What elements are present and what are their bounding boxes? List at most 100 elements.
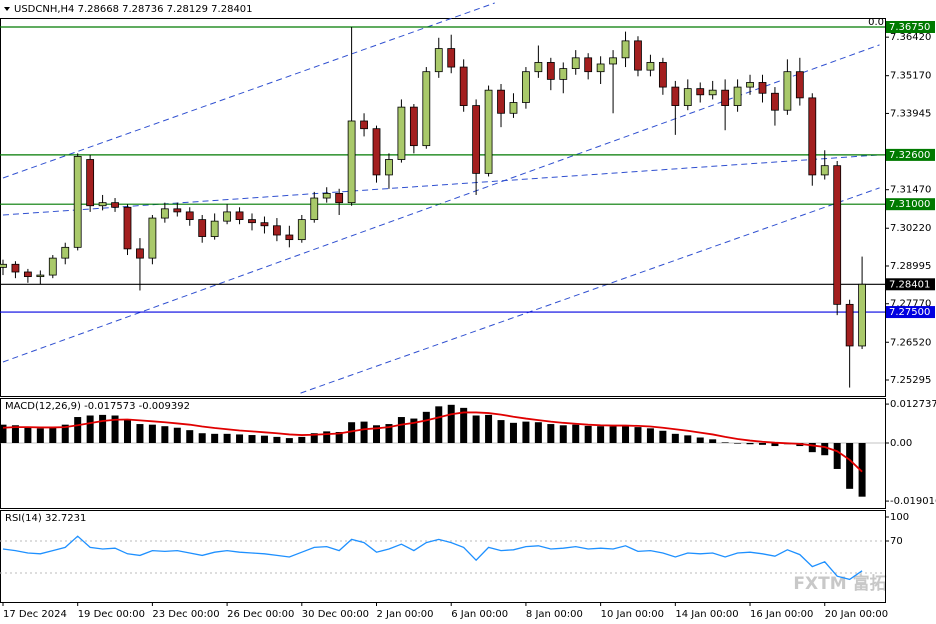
candle-body (534, 62, 543, 73)
macd-bar (447, 404, 455, 443)
macd-bar (808, 442, 816, 453)
macd-bar (74, 417, 82, 443)
candle-body (160, 208, 169, 219)
annotation: 0.0 (868, 17, 884, 28)
macd-bar (236, 434, 244, 443)
candle-body (11, 263, 20, 273)
candle-body (310, 197, 319, 221)
candle-body (646, 62, 655, 71)
candle-body (210, 220, 219, 237)
candle-body (260, 222, 269, 227)
macd-bar (547, 424, 555, 443)
candle-body (820, 165, 829, 176)
candle-body (571, 57, 580, 70)
level-label: 7.36750 (889, 22, 930, 33)
y-tick-label: 7.27770 (890, 299, 931, 310)
candle-body (522, 71, 530, 103)
x-tick-label: 8 Jan 00:00 (526, 609, 583, 620)
macd-bar (771, 442, 779, 447)
macd-bar (397, 417, 405, 443)
candle-body (409, 106, 418, 147)
candle-body (61, 246, 70, 259)
y-tick-label: 7.25295 (890, 375, 931, 386)
level-label: 7.28401 (889, 279, 930, 290)
x-tick-label: 2 Jan 00:00 (377, 609, 434, 620)
candle-body (273, 225, 281, 236)
candle-body (484, 89, 493, 174)
candle-body (708, 89, 717, 96)
macd-bar (833, 442, 841, 469)
candle-body (584, 57, 593, 73)
x-tick-label: 20 Jan 00:00 (825, 609, 888, 620)
candle-body (733, 86, 742, 106)
candle-body (746, 82, 754, 88)
x-tick-label: 17 Dec 2024 (3, 609, 67, 620)
macd-bar (260, 435, 268, 443)
candle-body (347, 120, 356, 204)
macd-bar (435, 406, 443, 443)
macd-bar (709, 439, 717, 443)
level-label: 7.27500 (889, 307, 930, 318)
macd-bar (422, 411, 430, 443)
watermark: FXTM 富拓 (793, 573, 886, 594)
candle-body (23, 271, 32, 278)
level-label-box (886, 306, 935, 319)
macd-bar (696, 437, 704, 443)
candle-body (372, 128, 381, 176)
candle-body (136, 248, 144, 259)
macd-bar (684, 435, 692, 443)
level-label-box (886, 20, 935, 33)
level-label-box (886, 278, 935, 291)
macd-bar (597, 426, 605, 443)
candle-body (360, 120, 368, 130)
candle-body (48, 257, 57, 276)
candle-body (771, 92, 779, 111)
x-tick-label: 26 Dec 00:00 (227, 609, 294, 620)
chart-title: USDCNH,H4 7.28668 7.28736 7.28129 7.2840… (14, 4, 253, 15)
candle-body (683, 88, 692, 106)
macd-bar (285, 438, 293, 443)
macd-bar (472, 415, 480, 443)
macd-bar (11, 425, 19, 443)
candle-body (509, 102, 518, 114)
candle-body (472, 105, 481, 174)
candle-body (223, 211, 232, 222)
macd-bar (173, 427, 181, 443)
macd-bar (223, 433, 231, 443)
x-tick-label: 19 Dec 00:00 (78, 609, 145, 620)
candle-body (434, 48, 443, 73)
macd-bar (410, 418, 418, 443)
candle-body (546, 62, 555, 80)
candle-body (459, 66, 468, 106)
macd-bar (99, 414, 107, 443)
candle-body (634, 40, 642, 71)
x-tick-label: 23 Dec 00:00 (152, 609, 219, 620)
macd-bar (373, 425, 381, 443)
trendline (2, 44, 880, 363)
candle-body (808, 97, 817, 176)
candle-body (235, 211, 244, 221)
macd-bar (522, 421, 530, 443)
macd-bar (49, 427, 57, 443)
y-tick-label: 100 (890, 512, 909, 523)
y-tick-label: -0.019016 (890, 496, 936, 507)
candle-body (422, 71, 431, 147)
macd-bar (248, 435, 256, 443)
macd-bar (186, 430, 194, 443)
candle-body (658, 62, 667, 88)
macd-bar (111, 415, 119, 443)
y-tick-label: 7.28995 (890, 261, 931, 272)
macd-bar (385, 424, 393, 443)
candle-body (0, 263, 7, 268)
candle-body (185, 211, 194, 221)
macd-bar (858, 442, 866, 497)
macd-bar (646, 428, 654, 443)
y-tick-label: 7.36420 (890, 32, 931, 43)
candle-body (833, 165, 842, 305)
macd-bar (0, 424, 7, 443)
candle-body (845, 303, 854, 347)
level-label: 7.32600 (889, 150, 930, 161)
candle-body (248, 219, 256, 224)
candle-body (447, 48, 456, 68)
y-tick-label: 0.012737 (890, 399, 936, 410)
